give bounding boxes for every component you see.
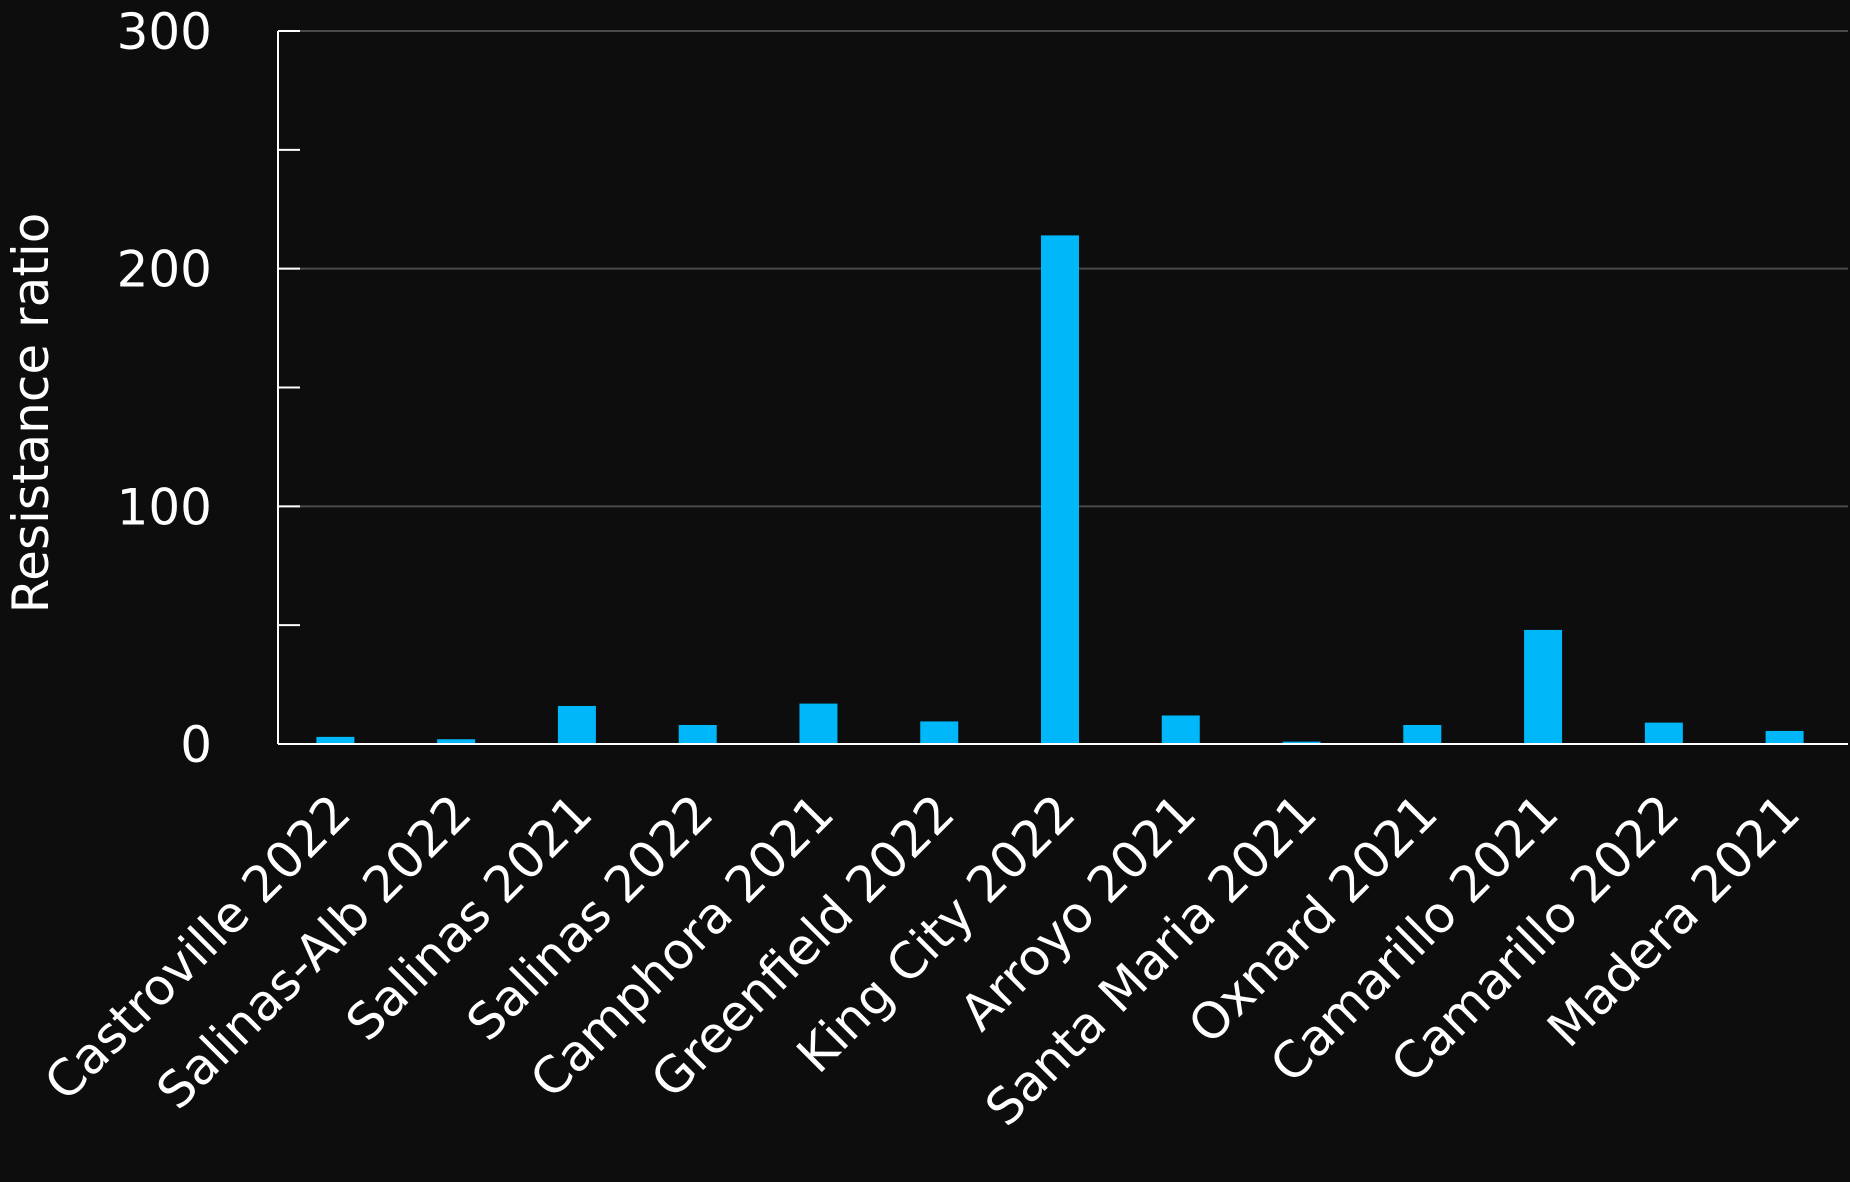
bar [678, 724, 717, 744]
y-tick-label: 300 [117, 3, 212, 61]
bar [799, 703, 838, 744]
y-tick-label: 100 [117, 478, 212, 536]
y-tick-labels: 0 100 200 300 [117, 3, 212, 774]
y-axis-title: Resistance ratio [2, 213, 60, 614]
bar [316, 736, 355, 744]
bar [1644, 722, 1683, 744]
bar [1161, 715, 1200, 744]
bar [920, 721, 959, 744]
bar [557, 705, 596, 744]
bar [1282, 741, 1321, 744]
y-tick-label: 200 [117, 241, 212, 299]
bar [1524, 629, 1563, 744]
bar [1765, 730, 1804, 744]
y-tick-label: 0 [180, 716, 212, 774]
bar [1041, 235, 1079, 745]
axes [277, 30, 1848, 745]
bar [1403, 724, 1442, 744]
bar [437, 739, 476, 744]
bars [316, 235, 1804, 745]
